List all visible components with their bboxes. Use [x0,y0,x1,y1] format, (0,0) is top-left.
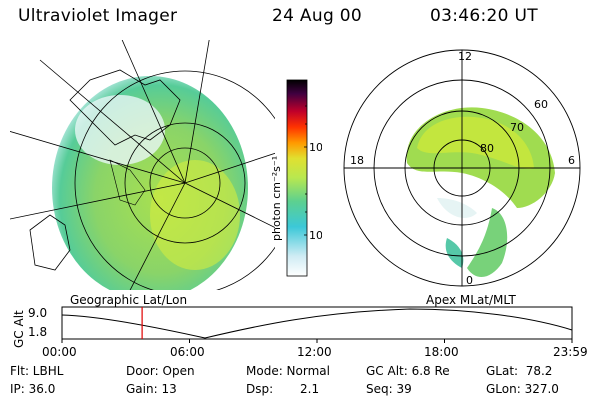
status-glat: GLat: 78.2 [486,364,553,378]
right-map-caption: Apex MLat/MLT [426,293,516,307]
timeline-ytick-bottom: 1.8 [28,325,47,339]
status-gain: Gain: 13 [126,382,177,396]
colorbar-scale [286,79,308,277]
altitude-curve [61,308,573,339]
status-flt: Flt: LBHL [10,364,64,378]
time-label: 03:46:20 UT [430,6,538,26]
colorbar: 100 10 photon cm⁻²s⁻¹ [270,79,322,277]
status-mode: Mode: Normal [246,364,330,378]
timeline-ylabel: GC Alt [12,310,26,348]
xtick-1800: 18:00 [424,345,459,359]
mlt-label-18: 18 [350,154,364,167]
status-ip: IP: 36.0 [10,382,56,396]
xtick-1200: 12:00 [297,345,332,359]
mlt-lines [344,50,580,286]
polar-map: 12 18 6 0 60 70 80 [343,49,581,287]
status-gcalt: GC Alt: 6.8 Re [366,364,450,378]
status-dsp-value: 2.1 [300,382,320,396]
status-dsp-label: Dsp: [246,382,274,396]
instrument-title: Ultraviolet Imager [18,6,178,26]
xtick-0000: 00:00 [42,345,77,359]
xtick-0600: 06:00 [170,345,205,359]
status-glon: GLon: 327.0 [486,382,559,396]
lat-circle [124,122,246,244]
mlat-label-80: 80 [480,142,494,155]
left-map-caption: Geographic Lat/Lon [70,293,188,307]
altitude-timeline: GC Alt 9.0 1.8 00:00 06:00 12:00 18:00 2… [12,306,588,359]
mlat-label-60: 60 [534,98,548,111]
longitude-lines [10,40,275,290]
geographic-map [10,40,275,290]
timeline-frame [61,306,573,340]
mlt-label-06: 6 [568,154,575,167]
status-door: Door: Open [126,364,195,378]
xtick-2359: 23:59 [553,345,588,359]
date-label: 24 Aug 00 [272,6,362,26]
timeline-ytick-top: 9.0 [28,306,47,320]
colorbar-tick-10: 10 [309,229,322,242]
mlat-label-70: 70 [510,121,524,134]
mlt-label-12: 12 [458,50,472,63]
status-seq: Seq: 39 [366,382,412,396]
colorbar-tick-100: 100 [309,141,322,154]
coastline [69,69,181,146]
colorbar-unit-label: photon cm⁻²s⁻¹ [270,156,283,241]
mlt-label-00: 0 [466,274,473,287]
